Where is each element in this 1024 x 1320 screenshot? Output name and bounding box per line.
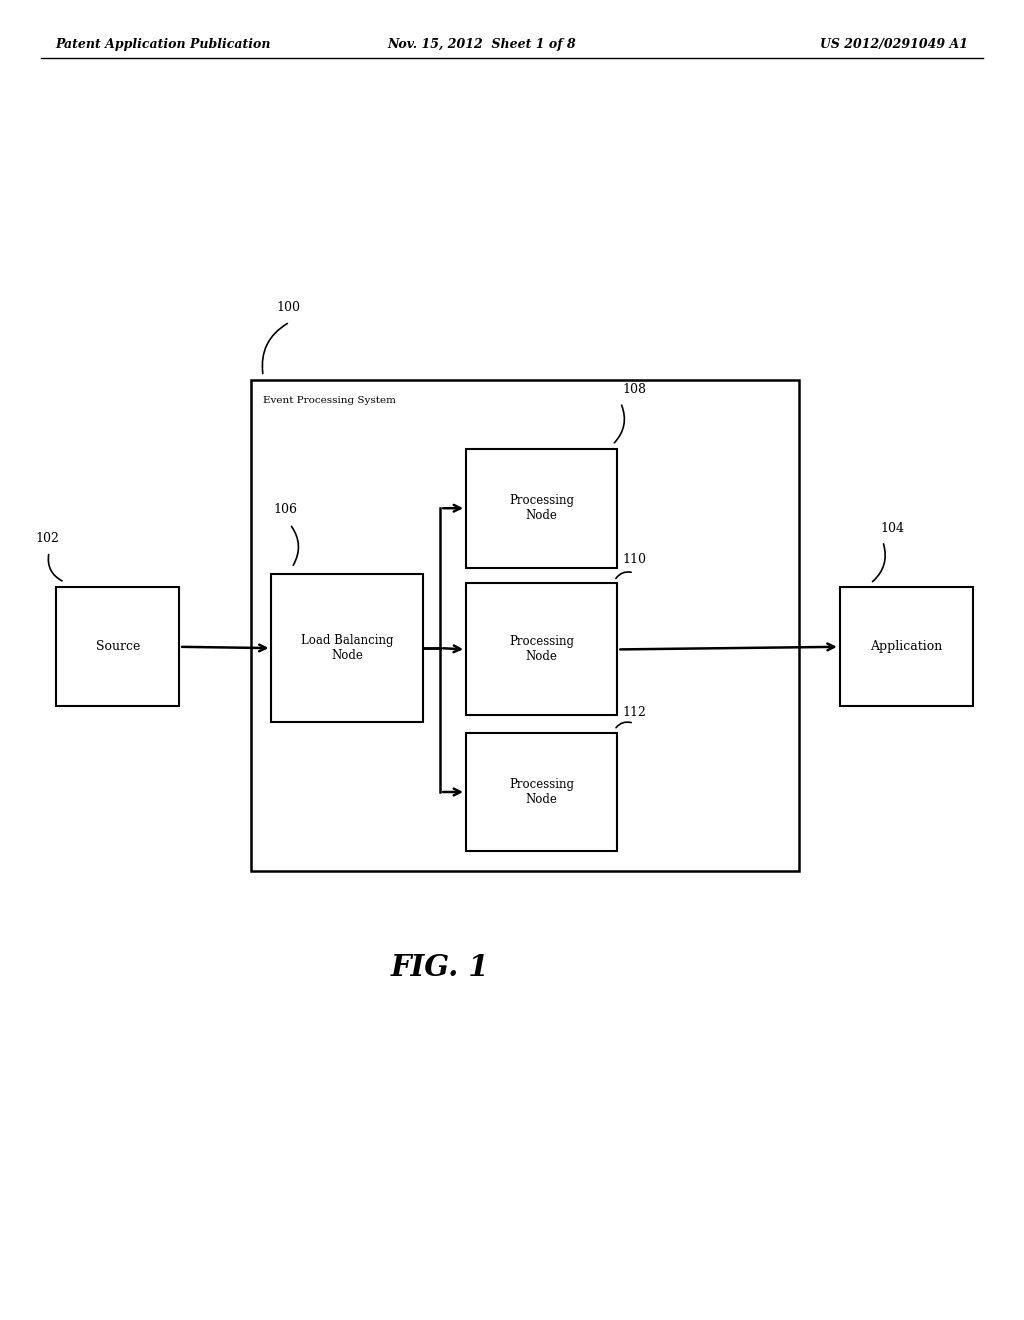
Text: 108: 108 xyxy=(623,383,646,396)
Text: Processing
Node: Processing Node xyxy=(509,777,574,807)
Text: Load Balancing
Node: Load Balancing Node xyxy=(301,634,393,663)
Text: 102: 102 xyxy=(36,532,59,545)
FancyBboxPatch shape xyxy=(466,449,617,568)
FancyBboxPatch shape xyxy=(466,583,617,715)
Text: Application: Application xyxy=(870,640,942,653)
FancyBboxPatch shape xyxy=(56,587,179,706)
FancyBboxPatch shape xyxy=(251,380,799,871)
Text: 110: 110 xyxy=(623,553,646,566)
Text: 100: 100 xyxy=(276,301,300,314)
Text: US 2012/0291049 A1: US 2012/0291049 A1 xyxy=(819,38,968,51)
FancyBboxPatch shape xyxy=(466,733,617,851)
Text: Processing
Node: Processing Node xyxy=(509,635,574,664)
Text: 112: 112 xyxy=(623,706,646,719)
Text: FIG. 1: FIG. 1 xyxy=(391,953,489,982)
Text: 104: 104 xyxy=(881,521,904,535)
FancyBboxPatch shape xyxy=(271,574,423,722)
Text: Event Processing System: Event Processing System xyxy=(263,396,396,405)
Text: 106: 106 xyxy=(273,503,297,516)
Text: Patent Application Publication: Patent Application Publication xyxy=(55,38,270,51)
FancyBboxPatch shape xyxy=(840,587,973,706)
Text: Nov. 15, 2012  Sheet 1 of 8: Nov. 15, 2012 Sheet 1 of 8 xyxy=(387,38,575,51)
Text: Processing
Node: Processing Node xyxy=(509,494,574,523)
Text: Source: Source xyxy=(95,640,140,653)
